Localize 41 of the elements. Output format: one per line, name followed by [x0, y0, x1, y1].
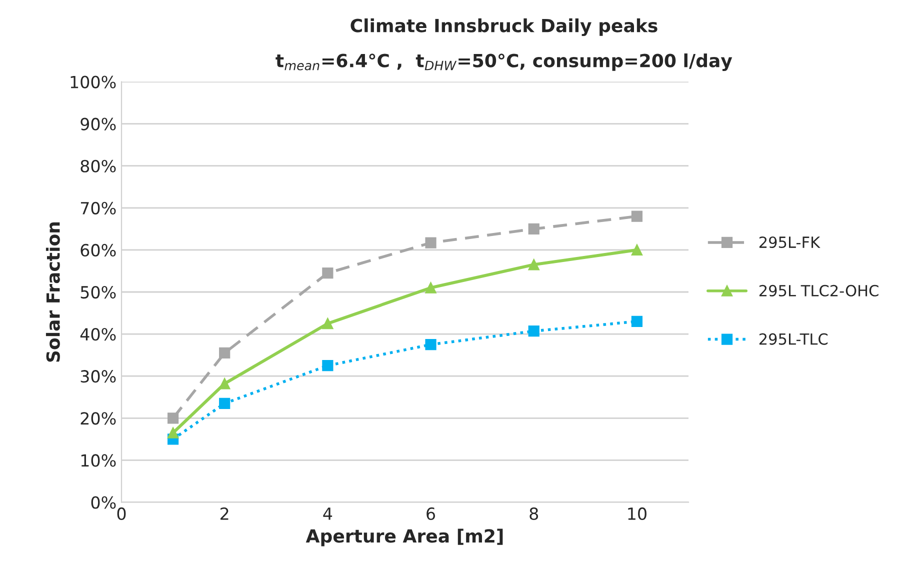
- y-tick-label: 10%: [81, 454, 116, 467]
- x-tick-label: 6: [426, 507, 436, 520]
- point: [528, 259, 540, 270]
- y-tick-label: 80%: [80, 160, 116, 172]
- legend-label: 295L TLC2-OHC: [759, 284, 878, 296]
- y-tick-label: 40%: [80, 328, 116, 341]
- point: [219, 398, 230, 409]
- point: [322, 360, 334, 372]
- point: [425, 237, 436, 248]
- chart-title: Climate Innsbruck Daily peaks: [350, 18, 658, 36]
- y-tick-label: 0%: [91, 496, 116, 509]
- point: [631, 244, 643, 256]
- y-tick-label: 90%: [80, 118, 116, 130]
- chart-subtitle: t$_{mean}$=6.4°C , t$_{DHW}$=50°C, consump=200 l/day: [276, 53, 732, 72]
- x-tick-label: 10: [628, 507, 646, 520]
- legend-label: 295L-TLC: [759, 333, 828, 345]
- x-tick-label: 0: [117, 507, 126, 520]
- y-tick-label: 70%: [80, 202, 116, 214]
- y-axis-title: Solar Fraction: [46, 222, 60, 362]
- x-axis-title: Aperture Area [m2]: [306, 528, 503, 546]
- point: [425, 339, 436, 350]
- point: [528, 326, 540, 337]
- y-tick-label: 50%: [80, 286, 116, 299]
- legend-label: 295L-FK: [759, 236, 820, 248]
- point: [322, 318, 334, 330]
- y-tick-label: 20%: [80, 412, 116, 425]
- point: [528, 223, 540, 234]
- x-tick-label: 8: [530, 507, 538, 520]
- point: [631, 316, 643, 327]
- x-tick-label: 2: [220, 507, 228, 520]
- y-tick-label: 100%: [70, 76, 116, 88]
- y-tick-label: 30%: [80, 370, 116, 383]
- point: [322, 268, 334, 279]
- point: [167, 412, 179, 424]
- y-tick-label: 60%: [80, 244, 116, 257]
- x-tick-label: 4: [323, 508, 332, 520]
- point: [219, 347, 230, 359]
- point: [425, 282, 436, 294]
- point: [167, 427, 179, 438]
- point: [631, 210, 643, 222]
- point: [219, 378, 230, 390]
